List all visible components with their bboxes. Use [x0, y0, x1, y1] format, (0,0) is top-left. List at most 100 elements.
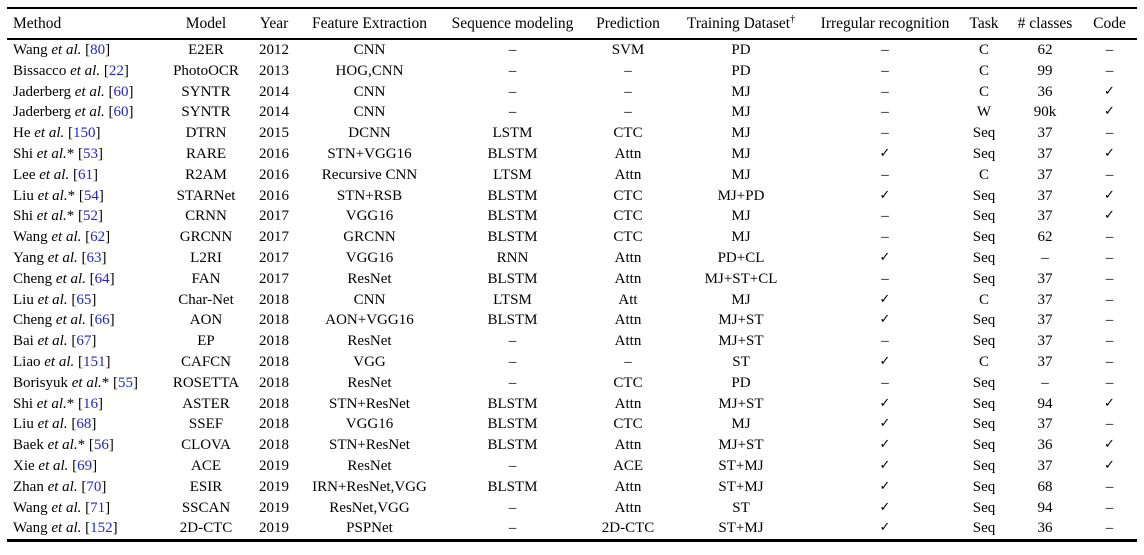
table-cell: – [508, 374, 517, 391]
table-cell: BLSTM [487, 208, 538, 225]
table-cell: ✓ [879, 249, 891, 265]
author-name: Wang [13, 520, 48, 537]
citation-link[interactable]: 70 [86, 478, 102, 495]
method-cell: Liao et al. [151] [7, 352, 162, 373]
table-cell: CTC [613, 229, 643, 246]
cite-bracket-close: ] [92, 457, 98, 474]
citation-link[interactable]: 80 [90, 42, 106, 58]
author-name: Shi [13, 145, 34, 162]
citation-link[interactable]: 64 [94, 270, 110, 287]
cite-bracket-open: [ [88, 437, 94, 454]
cite-bracket-open: [ [89, 270, 95, 287]
etal-label: et al. [51, 520, 82, 537]
table-cell: ✓ [1104, 208, 1115, 224]
citation-link[interactable]: 52 [83, 208, 99, 225]
author-name: Wang [13, 499, 48, 516]
table-cell: – [881, 270, 889, 287]
citation-link[interactable]: 60 [113, 83, 129, 100]
table-cell: MJ+PD [717, 187, 765, 204]
table-cell: Seq [972, 125, 996, 142]
table-cell: 37 [1037, 187, 1053, 204]
etal-label: et al. [47, 478, 78, 495]
table-cell: ✓ [879, 187, 891, 203]
citation-link[interactable]: 56 [93, 437, 109, 454]
cite-bracket-open: [ [72, 457, 78, 474]
table-cell: – [1105, 291, 1114, 308]
citation-link[interactable]: 62 [90, 229, 106, 246]
citation-link[interactable]: 68 [76, 416, 92, 433]
method-cell: Wang et al. [152] [7, 518, 162, 540]
citation-link[interactable]: 16 [83, 395, 99, 412]
table-cell: STN+RSB [336, 187, 403, 204]
citation-link[interactable]: 22 [108, 62, 124, 79]
etal-label: et al. [55, 312, 86, 329]
table-cell: ST+MJ [718, 457, 764, 474]
table-cell: Attn [614, 395, 642, 412]
table-cell: 36 [1037, 520, 1053, 537]
table-cell: GRCNN [343, 229, 396, 246]
citation-link[interactable]: 54 [83, 187, 99, 204]
table-cell: – [624, 104, 632, 121]
citation-link[interactable]: 53 [83, 145, 99, 162]
table-cell: CTC [613, 374, 643, 391]
table-cell: BLSTM [487, 145, 538, 162]
table-cell: ROSETTA [172, 374, 240, 391]
citation-link[interactable]: 63 [86, 249, 102, 266]
table-cell: 2016 [259, 166, 289, 183]
citation-link[interactable]: 71 [90, 499, 106, 516]
table-cell: ✓ [879, 395, 891, 411]
cite-bracket-open: [ [81, 478, 87, 495]
table-cell: 2019 [259, 478, 289, 495]
table-row: Liu et al. [68] SSEF 2018 VGG16 BLSTM CTC MJ ✓ S… [7, 414, 1137, 435]
table-cell: DCNN [348, 125, 391, 142]
table-header: Method Model Year Feature Extraction Seq… [7, 8, 1137, 40]
method-cell: Baek et al.* [56] [7, 435, 162, 456]
table-cell: – [1105, 374, 1114, 391]
table-cell: – [1041, 374, 1049, 391]
cite-bracket-close: ] [123, 62, 129, 79]
table-cell: ✓ [879, 457, 891, 473]
column-header-method: Method [7, 8, 162, 40]
author-name: Liu [13, 291, 34, 308]
table-cell: C [978, 62, 989, 79]
column-header-prediction: Prediction [584, 8, 672, 40]
table-cell: – [508, 499, 517, 516]
cite-bracket-open: [ [85, 42, 91, 58]
author-name: Liu [13, 416, 34, 433]
table-cell: LTSM [493, 291, 532, 308]
cite-bracket-close: ] [98, 395, 104, 412]
table-cell: ✓ [879, 520, 891, 536]
citation-link[interactable]: 65 [76, 291, 92, 308]
method-cell: Wang et al. [62] [7, 227, 162, 248]
table-cell: 37 [1037, 166, 1053, 183]
citation-link[interactable]: 66 [94, 312, 110, 329]
table-cell: 94 [1037, 499, 1053, 516]
table-cell: VGG16 [345, 208, 394, 225]
methods-comparison-table: Method Model Year Feature Extraction Seq… [7, 7, 1137, 543]
table-cell: ST [732, 353, 750, 370]
cite-bracket-open: [ [85, 499, 91, 516]
citation-link[interactable]: 61 [77, 166, 93, 183]
method-cell: Bai et al. [67] [7, 331, 162, 352]
etal-label: et al. [47, 249, 78, 266]
citation-link[interactable]: 150 [73, 125, 96, 142]
citation-link[interactable]: 69 [77, 457, 93, 474]
table-cell: – [1105, 249, 1114, 266]
table-cell: 2016 [259, 187, 289, 204]
table-cell: ✓ [879, 312, 891, 328]
table-cell: ✓ [1104, 104, 1115, 120]
cite-bracket-close: ] [91, 333, 97, 350]
table-cell: – [508, 83, 517, 100]
method-cell: Jaderberg et al. [60] [7, 82, 162, 103]
citation-link[interactable]: 67 [76, 333, 92, 350]
etal-label: et al. [51, 229, 82, 246]
citation-link[interactable]: 55 [118, 374, 134, 391]
etal-label: et al. [36, 208, 67, 225]
citation-link[interactable]: 152 [90, 520, 113, 537]
citation-link[interactable]: 151 [83, 353, 106, 370]
author-name: Baek [13, 437, 44, 454]
citation-link[interactable]: 60 [113, 104, 129, 121]
table-cell: 2018 [259, 374, 289, 391]
cite-bracket-open: [ [71, 333, 77, 350]
table-cell: Attn [614, 249, 642, 266]
